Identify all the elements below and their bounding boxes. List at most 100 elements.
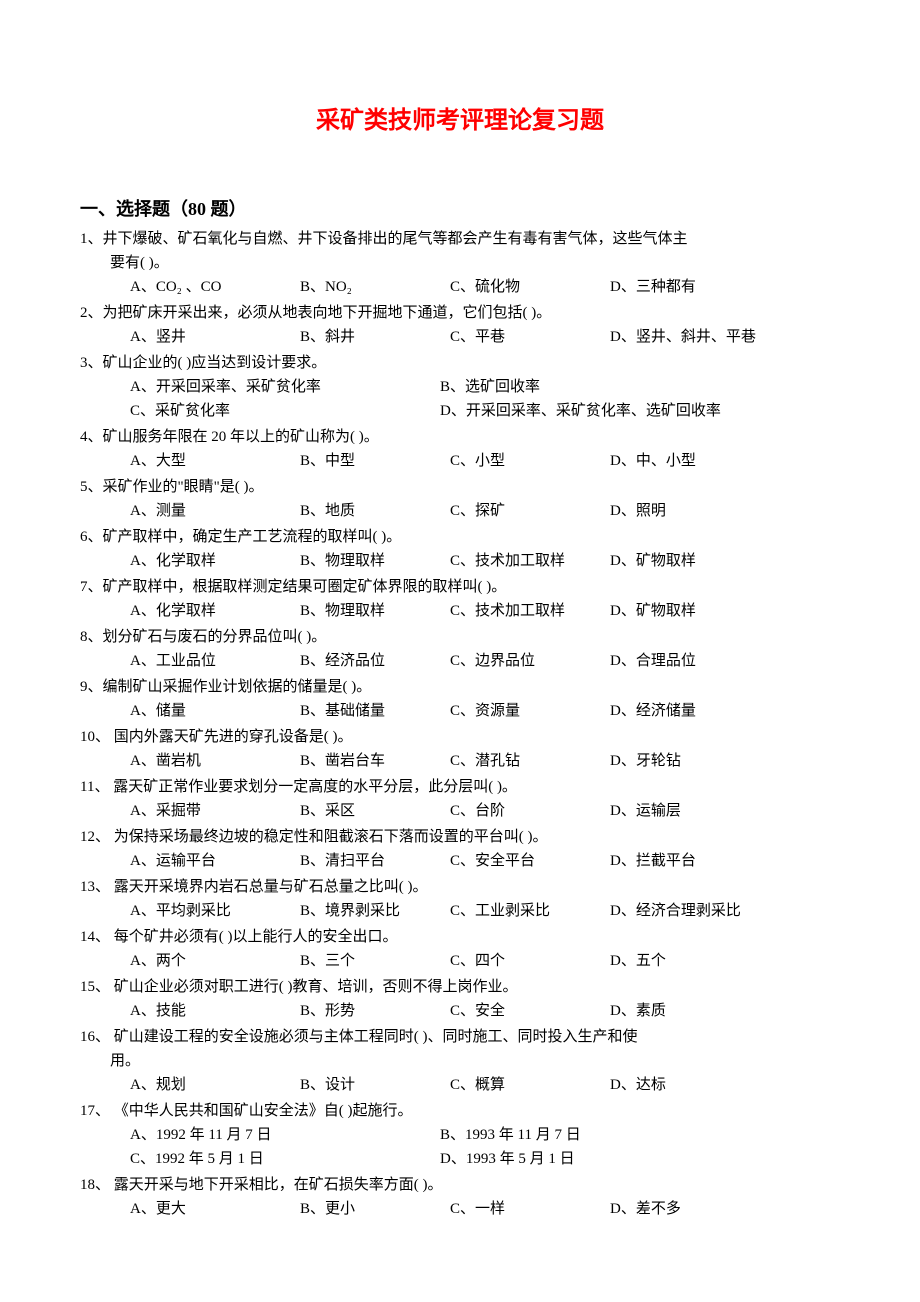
questions-container: 1、井下爆破、矿石氧化与自燃、井下设备排出的尾气等都会产生有毒有害气体，这些气体… bbox=[80, 227, 840, 1221]
option: D、拦截平台 bbox=[610, 849, 840, 873]
question-text: 5、采矿作业的"眼睛"是( )。 bbox=[80, 475, 840, 499]
question-item: 4、矿山服务年限在 20 年以上的矿山称为( )。A、大型B、中型C、小型D、中… bbox=[80, 425, 840, 473]
option: B、更小 bbox=[300, 1197, 450, 1221]
question-options: A、工业品位B、经济品位C、边界品位D、合理品位 bbox=[80, 649, 840, 673]
question-options: A、大型B、中型C、小型D、中、小型 bbox=[80, 449, 840, 473]
option: C、安全 bbox=[450, 999, 610, 1023]
option: C、资源量 bbox=[450, 699, 610, 723]
option: C、1992 年 5 月 1 日 bbox=[130, 1147, 440, 1171]
question-options: A、规划B、设计C、概算D、达标 bbox=[80, 1073, 840, 1097]
question-item: 16、 矿山建设工程的安全设施必须与主体工程同时( )、同时施工、同时投入生产和… bbox=[80, 1025, 840, 1097]
option: A、凿岩机 bbox=[130, 749, 300, 773]
question-text: 17、 《中华人民共和国矿山安全法》自( )起施行。 bbox=[80, 1099, 840, 1123]
option: B、基础储量 bbox=[300, 699, 450, 723]
option: C、四个 bbox=[450, 949, 610, 973]
option: C、小型 bbox=[450, 449, 610, 473]
question-item: 10、 国内外露天矿先进的穿孔设备是( )。A、凿岩机B、凿岩台车C、潜孔钻D、… bbox=[80, 725, 840, 773]
option: B、三个 bbox=[300, 949, 450, 973]
question-item: 1、井下爆破、矿石氧化与自燃、井下设备排出的尾气等都会产生有毒有害气体，这些气体… bbox=[80, 227, 840, 299]
option: A、技能 bbox=[130, 999, 300, 1023]
question-item: 17、 《中华人民共和国矿山安全法》自( )起施行。A、1992 年 11 月 … bbox=[80, 1099, 840, 1171]
option: A、CO₂ 、CO bbox=[130, 275, 300, 299]
question-text: 2、为把矿床开采出来，必须从地表向地下开掘地下通道，它们包括( )。 bbox=[80, 301, 840, 325]
option: B、清扫平台 bbox=[300, 849, 450, 873]
question-item: 15、 矿山企业必须对职工进行( )教育、培训，否则不得上岗作业。A、技能B、形… bbox=[80, 975, 840, 1023]
option: C、技术加工取样 bbox=[450, 599, 610, 623]
question-text: 13、 露天开采境界内岩石总量与矿石总量之比叫( )。 bbox=[80, 875, 840, 899]
option: B、斜井 bbox=[300, 325, 450, 349]
question-options: A、技能B、形势C、安全D、素质 bbox=[80, 999, 840, 1023]
option: C、采矿贫化率 bbox=[130, 399, 440, 423]
question-options: A、CO₂ 、COB、NO₂C、硫化物D、三种都有 bbox=[80, 275, 840, 299]
option: A、采掘带 bbox=[130, 799, 300, 823]
option: B、采区 bbox=[300, 799, 450, 823]
question-item: 11、 露天矿正常作业要求划分一定高度的水平分层，此分层叫( )。A、采掘带B、… bbox=[80, 775, 840, 823]
question-options: A、两个B、三个C、四个D、五个 bbox=[80, 949, 840, 973]
option: A、化学取样 bbox=[130, 599, 300, 623]
option: A、平均剥采比 bbox=[130, 899, 300, 923]
option: A、储量 bbox=[130, 699, 300, 723]
option: A、两个 bbox=[130, 949, 300, 973]
option: D、五个 bbox=[610, 949, 840, 973]
question-options: A、运输平台B、清扫平台C、安全平台D、拦截平台 bbox=[80, 849, 840, 873]
option: B、境界剥采比 bbox=[300, 899, 450, 923]
option: A、规划 bbox=[130, 1073, 300, 1097]
document-title: 采矿类技师考评理论复习题 bbox=[80, 100, 840, 135]
option: C、潜孔钻 bbox=[450, 749, 610, 773]
option: D、1993 年 5 月 1 日 bbox=[440, 1147, 750, 1171]
question-text: 14、 每个矿井必须有( )以上能行人的安全出口。 bbox=[80, 925, 840, 949]
option: B、凿岩台车 bbox=[300, 749, 450, 773]
question-options: A、化学取样B、物理取样C、技术加工取样D、矿物取样 bbox=[80, 599, 840, 623]
option: C、概算 bbox=[450, 1073, 610, 1097]
option: C、安全平台 bbox=[450, 849, 610, 873]
question-text: 18、 露天开采与地下开采相比，在矿石损失率方面( )。 bbox=[80, 1173, 840, 1197]
option: C、平巷 bbox=[450, 325, 610, 349]
question-text: 12、 为保持采场最终边坡的稳定性和阻截滚石下落而设置的平台叫( )。 bbox=[80, 825, 840, 849]
option: A、更大 bbox=[130, 1197, 300, 1221]
question-text: 9、编制矿山采掘作业计划依据的储量是( )。 bbox=[80, 675, 840, 699]
option: A、化学取样 bbox=[130, 549, 300, 573]
option: C、台阶 bbox=[450, 799, 610, 823]
question-options: A、化学取样B、物理取样C、技术加工取样D、矿物取样 bbox=[80, 549, 840, 573]
question-options: A、凿岩机B、凿岩台车C、潜孔钻D、牙轮钻 bbox=[80, 749, 840, 773]
option: A、工业品位 bbox=[130, 649, 300, 673]
option: B、形势 bbox=[300, 999, 450, 1023]
option: C、一样 bbox=[450, 1197, 610, 1221]
option: B、地质 bbox=[300, 499, 450, 523]
question-item: 9、编制矿山采掘作业计划依据的储量是( )。A、储量B、基础储量C、资源量D、经… bbox=[80, 675, 840, 723]
option: B、选矿回收率 bbox=[440, 375, 750, 399]
option: C、探矿 bbox=[450, 499, 610, 523]
question-text: 7、矿产取样中，根据取样测定结果可圈定矿体界限的取样叫( )。 bbox=[80, 575, 840, 599]
question-item: 5、采矿作业的"眼睛"是( )。A、测量B、地质C、探矿D、照明 bbox=[80, 475, 840, 523]
option: D、差不多 bbox=[610, 1197, 840, 1221]
option: B、设计 bbox=[300, 1073, 450, 1097]
option: D、素质 bbox=[610, 999, 840, 1023]
option: A、测量 bbox=[130, 499, 300, 523]
question-options: A、储量B、基础储量C、资源量D、经济储量 bbox=[80, 699, 840, 723]
option: D、三种都有 bbox=[610, 275, 840, 299]
question-options: A、开采回采率、采矿贫化率B、选矿回收率C、采矿贫化率D、开采回采率、采矿贫化率… bbox=[80, 375, 840, 423]
question-item: 6、矿产取样中，确定生产工艺流程的取样叫( )。A、化学取样B、物理取样C、技术… bbox=[80, 525, 840, 573]
option: D、中、小型 bbox=[610, 449, 840, 473]
option: D、竖井、斜井、平巷 bbox=[610, 325, 840, 349]
option: D、矿物取样 bbox=[610, 599, 840, 623]
question-item: 2、为把矿床开采出来，必须从地表向地下开掘地下通道，它们包括( )。A、竖井B、… bbox=[80, 301, 840, 349]
question-text: 8、划分矿石与废石的分界品位叫( )。 bbox=[80, 625, 840, 649]
question-options: A、竖井B、斜井C、平巷D、竖井、斜井、平巷 bbox=[80, 325, 840, 349]
question-item: 12、 为保持采场最终边坡的稳定性和阻截滚石下落而设置的平台叫( )。A、运输平… bbox=[80, 825, 840, 873]
question-text: 15、 矿山企业必须对职工进行( )教育、培训，否则不得上岗作业。 bbox=[80, 975, 840, 999]
option: C、技术加工取样 bbox=[450, 549, 610, 573]
question-text-cont: 用。 bbox=[80, 1049, 840, 1073]
option: D、经济储量 bbox=[610, 699, 840, 723]
option: B、1993 年 11 月 7 日 bbox=[440, 1123, 750, 1147]
option: B、经济品位 bbox=[300, 649, 450, 673]
option: D、合理品位 bbox=[610, 649, 840, 673]
question-options: A、采掘带B、采区C、台阶D、运输层 bbox=[80, 799, 840, 823]
question-text: 1、井下爆破、矿石氧化与自燃、井下设备排出的尾气等都会产生有毒有害气体，这些气体… bbox=[80, 227, 840, 251]
option: A、竖井 bbox=[130, 325, 300, 349]
question-options: A、平均剥采比B、境界剥采比C、工业剥采比D、经济合理剥采比 bbox=[80, 899, 840, 923]
option: D、经济合理剥采比 bbox=[610, 899, 840, 923]
option: D、矿物取样 bbox=[610, 549, 840, 573]
question-text: 4、矿山服务年限在 20 年以上的矿山称为( )。 bbox=[80, 425, 840, 449]
question-text: 10、 国内外露天矿先进的穿孔设备是( )。 bbox=[80, 725, 840, 749]
